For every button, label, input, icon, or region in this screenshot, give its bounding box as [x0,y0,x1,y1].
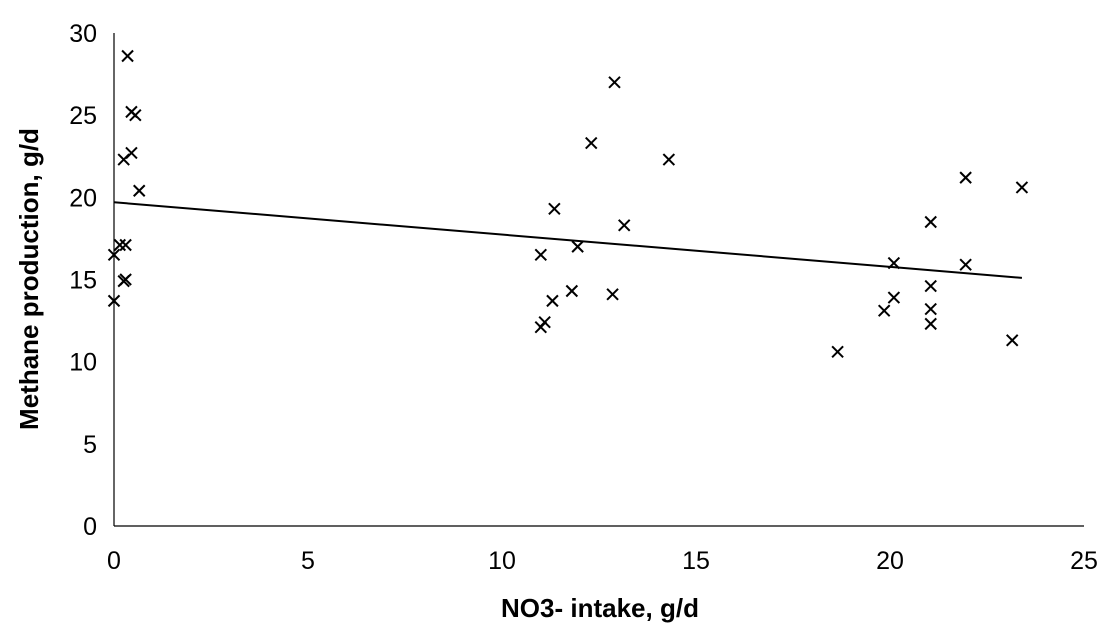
x-tick-label: 10 [488,547,516,575]
data-point [107,294,121,308]
y-axis-title: Methane production, g/d [14,128,44,430]
x-tick-label: 5 [301,547,315,575]
data-point [1006,334,1019,347]
trendline-layer [113,201,1023,279]
x-tick-label: 20 [876,547,904,575]
data-point [618,219,631,232]
x-tick-labels: 0 5 10 15 20 25 [107,547,1098,575]
y-tick-label: 10 [69,349,97,377]
data-point [924,317,937,331]
trendline [113,201,1023,279]
data-point [924,279,937,293]
y-tick-label: 0 [83,513,97,541]
y-tick-label: 30 [69,20,97,48]
x-axis-title: NO3- intake, g/d [501,593,699,623]
data-point [959,258,972,271]
y-tick-label: 5 [83,431,97,459]
y-tick-labels: 0 5 10 15 20 25 30 [69,20,97,541]
axes [113,33,1084,527]
y-tick-label: 20 [69,184,97,212]
data-point [538,316,551,329]
data-point [129,108,142,122]
data-point [585,136,598,150]
data-point [924,215,937,229]
data-point [125,146,138,160]
data-point [546,294,559,308]
data-point [133,184,146,197]
data-point [571,240,584,253]
data-point [887,256,901,270]
data-point [959,171,972,184]
x-tick-label: 25 [1070,547,1098,575]
x-tick-label: 0 [107,547,121,575]
data-point [887,291,901,304]
data-point [606,288,619,301]
y-tick-label: 15 [69,267,97,295]
data-point [877,304,891,317]
data-point [924,302,937,316]
x-tick-label: 15 [682,547,710,575]
data-point [662,153,676,166]
data-point [831,345,844,359]
data-point [565,284,579,298]
data-points [107,49,1029,359]
data-point [534,248,548,262]
y-tick-label: 25 [69,102,97,130]
data-point [121,49,134,63]
data-point [107,248,121,262]
data-point [119,238,132,252]
data-point [1015,181,1029,194]
data-point [548,202,561,216]
data-point [119,273,132,286]
data-point [113,238,127,252]
data-point [608,76,621,89]
